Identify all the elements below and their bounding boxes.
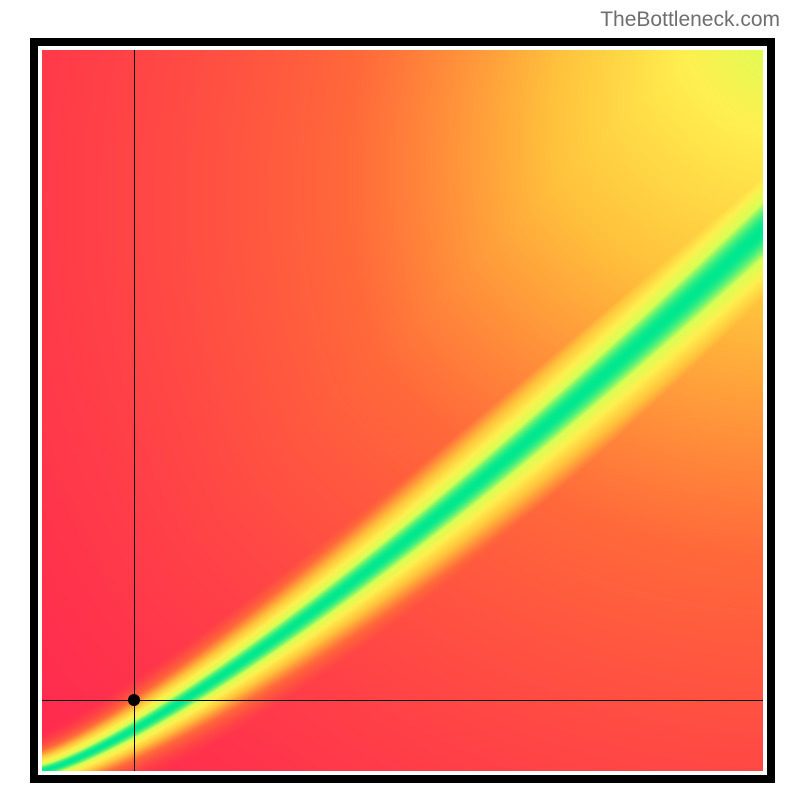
plot-area — [38, 46, 767, 775]
crosshair-horizontal — [42, 700, 763, 701]
watermark-text: TheBottleneck.com — [600, 8, 780, 32]
chart-container: TheBottleneck.com — [0, 0, 800, 800]
heatmap-canvas — [42, 50, 763, 771]
data-marker — [128, 694, 140, 706]
crosshair-vertical — [134, 50, 135, 771]
plot-frame — [30, 38, 775, 783]
